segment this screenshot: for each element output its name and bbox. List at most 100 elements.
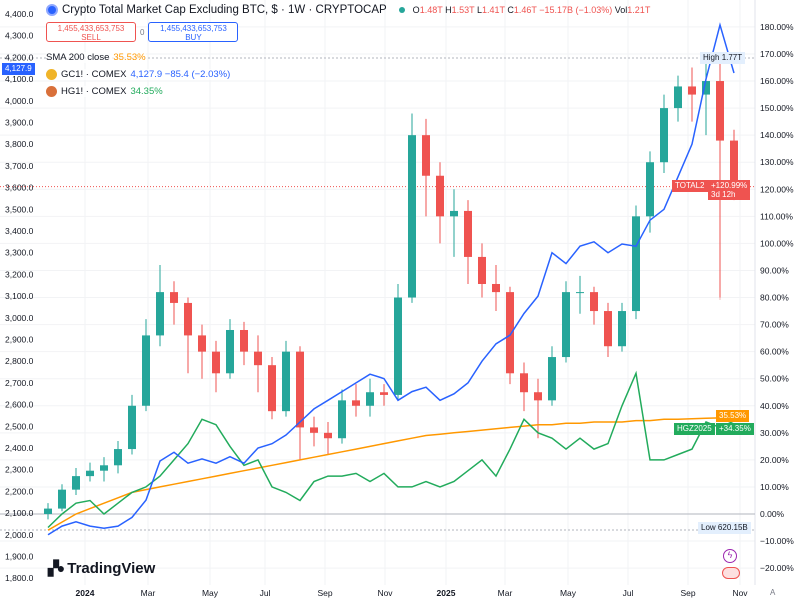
sell-button[interactable]: 1,455,433,653,753 SELL xyxy=(46,22,136,42)
candle xyxy=(660,94,668,174)
gold-line xyxy=(47,22,735,536)
candle-body xyxy=(436,175,444,217)
candle xyxy=(254,335,262,393)
copper-line xyxy=(47,370,735,529)
candle xyxy=(366,378,374,417)
sell-price: 1,455,433,653,753 xyxy=(57,24,125,33)
candle-body xyxy=(394,297,402,395)
indicator-value: 34.35% xyxy=(130,86,163,97)
left-axis-tick: 1,800.0 xyxy=(5,573,34,583)
candle-body xyxy=(226,329,234,374)
buy-label: BUY xyxy=(185,33,202,42)
auto-scale-button[interactable]: A xyxy=(770,588,776,597)
right-axis-tick: 160.00% xyxy=(760,76,794,86)
candle-body xyxy=(352,400,360,406)
candle-body xyxy=(506,292,514,374)
candle-body xyxy=(660,108,668,163)
logo-text: TradingView xyxy=(67,560,156,577)
left-axis-tick: 2,200.0 xyxy=(5,486,34,496)
right-axis-tick: −10.00% xyxy=(760,536,794,546)
indicator-name: HG1! · COMEX xyxy=(61,86,127,97)
sma-value-tag: 35.53% xyxy=(716,410,750,422)
candle-body xyxy=(310,427,318,433)
candle xyxy=(310,416,318,447)
candle-body xyxy=(170,292,178,303)
candle-body xyxy=(576,292,584,294)
left-axis-tick: 3,200.0 xyxy=(5,269,34,279)
candle-body xyxy=(604,311,612,347)
total2-label-tag: TOTAL2 xyxy=(672,180,708,192)
x-axis-tick: Jul xyxy=(623,588,634,598)
candle xyxy=(562,281,570,363)
symbol-icon xyxy=(46,4,58,16)
candle-body xyxy=(590,292,598,312)
left-axis-tick: 3,900.0 xyxy=(5,118,34,128)
candle-body xyxy=(156,292,164,336)
right-axis-tick: 170.00% xyxy=(760,49,794,59)
gold-price-tag: 4,127.9 xyxy=(2,63,35,75)
candle-body xyxy=(58,489,66,509)
candle xyxy=(464,200,472,284)
high-tag: High 1.77T xyxy=(700,52,746,64)
buy-button[interactable]: 1,455,433,653,753 BUY xyxy=(148,22,239,42)
indicator-sma[interactable]: SMA 200 close 35.53% xyxy=(46,52,146,63)
candle xyxy=(604,302,612,358)
candle-body xyxy=(72,476,80,490)
candle xyxy=(226,319,234,379)
volume-label: Vol xyxy=(614,5,628,15)
left-axis-tick: 2,400.0 xyxy=(5,443,34,453)
right-axis-tick: 120.00% xyxy=(760,184,794,194)
trade-panel: 1,455,433,653,753 SELL 0 1,455,433,653,75… xyxy=(46,22,239,42)
chart-legend: Crypto Total Market Cap Excluding BTC, $… xyxy=(46,4,650,16)
left-axis-tick: 3,100.0 xyxy=(5,291,34,301)
left-axis-tick: 3,400.0 xyxy=(5,226,34,236)
indicator-copper[interactable]: HG1! · COMEX 34.35% xyxy=(46,86,163,97)
x-axis-tick: Mar xyxy=(141,588,156,598)
candle-body xyxy=(324,432,332,439)
lightning-icon[interactable]: ϟ xyxy=(723,549,737,563)
candle xyxy=(492,265,500,312)
left-axis-tick: 1,900.0 xyxy=(5,552,34,562)
candle-body xyxy=(618,311,626,347)
candle-body xyxy=(184,302,192,336)
left-axis-tick: 2,100.0 xyxy=(5,508,34,518)
market-status-icon xyxy=(398,7,405,13)
candle-body xyxy=(534,392,542,401)
right-axis-tick: −20.00% xyxy=(760,563,794,573)
left-axis-tick: 4,100.0 xyxy=(5,74,34,84)
sell-label: SELL xyxy=(81,33,101,42)
candle xyxy=(268,357,276,420)
candle xyxy=(590,286,598,325)
candle xyxy=(394,283,402,401)
flag-icon[interactable] xyxy=(722,567,740,579)
open-label: O xyxy=(412,5,420,15)
x-axis-tick: Nov xyxy=(377,588,393,598)
indicator-gold[interactable]: GC1! · COMEX 4,127.9 −85.4 (−2.03%) xyxy=(46,69,231,80)
low-tag-value: 620.15B xyxy=(717,523,748,532)
indicator-name: SMA 200 close xyxy=(46,52,110,63)
candle xyxy=(114,440,122,474)
candle xyxy=(548,346,556,406)
candle-body xyxy=(408,135,416,298)
low-tag: Low 620.15B xyxy=(698,522,751,534)
candle xyxy=(142,319,150,412)
close-value: 1.46T xyxy=(513,5,537,15)
candle xyxy=(436,162,444,244)
candle-body xyxy=(128,405,136,450)
candle xyxy=(198,324,206,379)
chart-title: Crypto Total Market Cap Excluding BTC, $… xyxy=(62,4,387,16)
high-tag-value: 1.77T xyxy=(721,53,743,62)
candle-body xyxy=(688,86,696,95)
candle-body xyxy=(142,335,150,406)
x-axis-tick: Nov xyxy=(732,588,748,598)
candle-body xyxy=(674,86,682,109)
candle xyxy=(716,59,724,298)
candle xyxy=(352,384,360,417)
left-axis-tick: 4,200.0 xyxy=(5,52,34,62)
candle xyxy=(184,297,192,374)
low-tag-label: Low xyxy=(701,523,716,532)
candle-body xyxy=(702,81,710,95)
left-axis-tick: 3,700.0 xyxy=(5,161,34,171)
right-axis-tick: 50.00% xyxy=(760,374,789,384)
